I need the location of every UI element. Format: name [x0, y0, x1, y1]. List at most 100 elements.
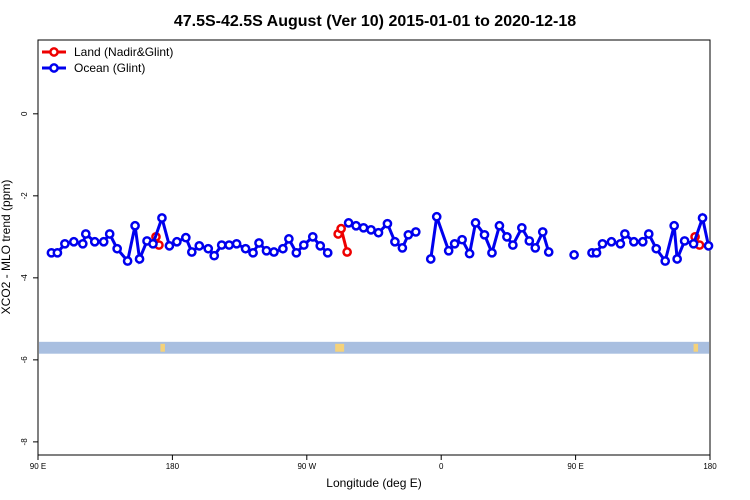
data-point: [278, 243, 288, 254]
data-point: [524, 236, 535, 246]
y-tick-label: -6: [20, 356, 29, 364]
data-point: [351, 220, 361, 231]
data-point: [615, 238, 626, 249]
data-point: [543, 247, 554, 257]
data-point: [487, 247, 497, 258]
data-point: [651, 243, 662, 254]
data-point: [591, 247, 602, 258]
data-point: [322, 247, 333, 258]
data-point: [672, 254, 682, 264]
data-point: [390, 236, 400, 247]
chart-title: 47.5S-42.5S August (Ver 10) 2015-01-01 t…: [174, 13, 576, 30]
data-point: [502, 231, 512, 242]
data-point: [431, 211, 442, 222]
data-point: [98, 236, 109, 247]
data-point: [703, 241, 714, 251]
y-tick-label: -8: [20, 438, 29, 446]
data-point: [410, 227, 421, 237]
data-point: [464, 248, 475, 259]
data-point: [628, 236, 639, 247]
data-point: [157, 213, 167, 223]
data-point: [231, 238, 242, 249]
data-point: [425, 254, 436, 264]
data-point: [637, 236, 648, 247]
band-highlight: [693, 343, 699, 352]
data-point: [77, 238, 88, 249]
data-point: [669, 220, 680, 231]
data-point: [134, 254, 145, 264]
x-tick-label: 90 E: [30, 462, 46, 471]
data-point: [104, 229, 115, 239]
data-point: [122, 256, 133, 266]
x-axis-label: Longitude (deg E): [326, 476, 421, 490]
data-point: [530, 243, 541, 253]
legend-marker: [49, 63, 59, 73]
legend-label: Ocean (Glint): [74, 61, 145, 75]
data-point: [443, 245, 454, 256]
x-tick-label: 0: [439, 462, 444, 471]
data-point: [284, 234, 294, 244]
data-point: [269, 247, 279, 257]
data-point: [186, 247, 197, 257]
x-tick-label: 90 E: [567, 462, 583, 471]
data-point: [203, 243, 214, 254]
y-tick-label: 0: [20, 111, 29, 116]
data-point: [130, 220, 140, 231]
data-point: [660, 256, 671, 266]
data-point: [358, 222, 369, 233]
data-point: [397, 243, 408, 253]
data-point: [291, 247, 302, 258]
data-point: [240, 243, 251, 254]
data-point: [457, 234, 467, 245]
data-point: [597, 238, 608, 249]
data-point: [180, 232, 191, 243]
data-point: [209, 250, 220, 261]
data-point: [688, 238, 699, 249]
data-point: [342, 247, 352, 257]
data-point: [697, 213, 708, 223]
data-point: [569, 250, 579, 260]
data-point: [382, 218, 393, 229]
data-point: [537, 227, 548, 237]
data-point: [494, 220, 505, 231]
band-highlight: [160, 343, 165, 352]
data-point: [224, 240, 234, 250]
data-point: [307, 231, 318, 242]
data-point: [216, 240, 227, 250]
data-point: [373, 227, 384, 238]
data-point: [89, 236, 100, 247]
data-point: [172, 236, 182, 247]
data-point: [194, 241, 205, 251]
data-point: [516, 222, 527, 233]
data-point: [261, 245, 272, 256]
y-tick-label: -2: [20, 192, 29, 200]
y-tick-label: -4: [20, 274, 29, 282]
data-point: [164, 241, 175, 251]
data-point: [248, 247, 258, 258]
data-point: [112, 243, 122, 254]
x-tick-label: 180: [166, 462, 180, 471]
band: [39, 341, 709, 354]
data-point: [606, 236, 617, 247]
data-point: [80, 229, 91, 239]
data-point: [479, 229, 490, 240]
data-point: [315, 241, 326, 251]
data-point: [336, 223, 346, 234]
data-point: [52, 247, 63, 258]
band-highlight: [335, 343, 345, 352]
data-point: [60, 238, 70, 249]
data-point: [679, 236, 690, 246]
data-point: [508, 240, 518, 250]
y-axis-label: XCO2 - MLO trend (ppm): [0, 180, 13, 315]
legend-label: Land (Nadir&Glint): [74, 45, 173, 59]
x-tick-label: 90 W: [297, 462, 316, 471]
legend-marker: [49, 47, 59, 57]
data-point: [254, 238, 264, 248]
data-point: [643, 229, 654, 239]
data-point: [449, 238, 460, 249]
data-point: [68, 236, 79, 247]
data-point: [343, 218, 354, 228]
data-point: [403, 229, 414, 240]
data-point: [298, 240, 309, 250]
